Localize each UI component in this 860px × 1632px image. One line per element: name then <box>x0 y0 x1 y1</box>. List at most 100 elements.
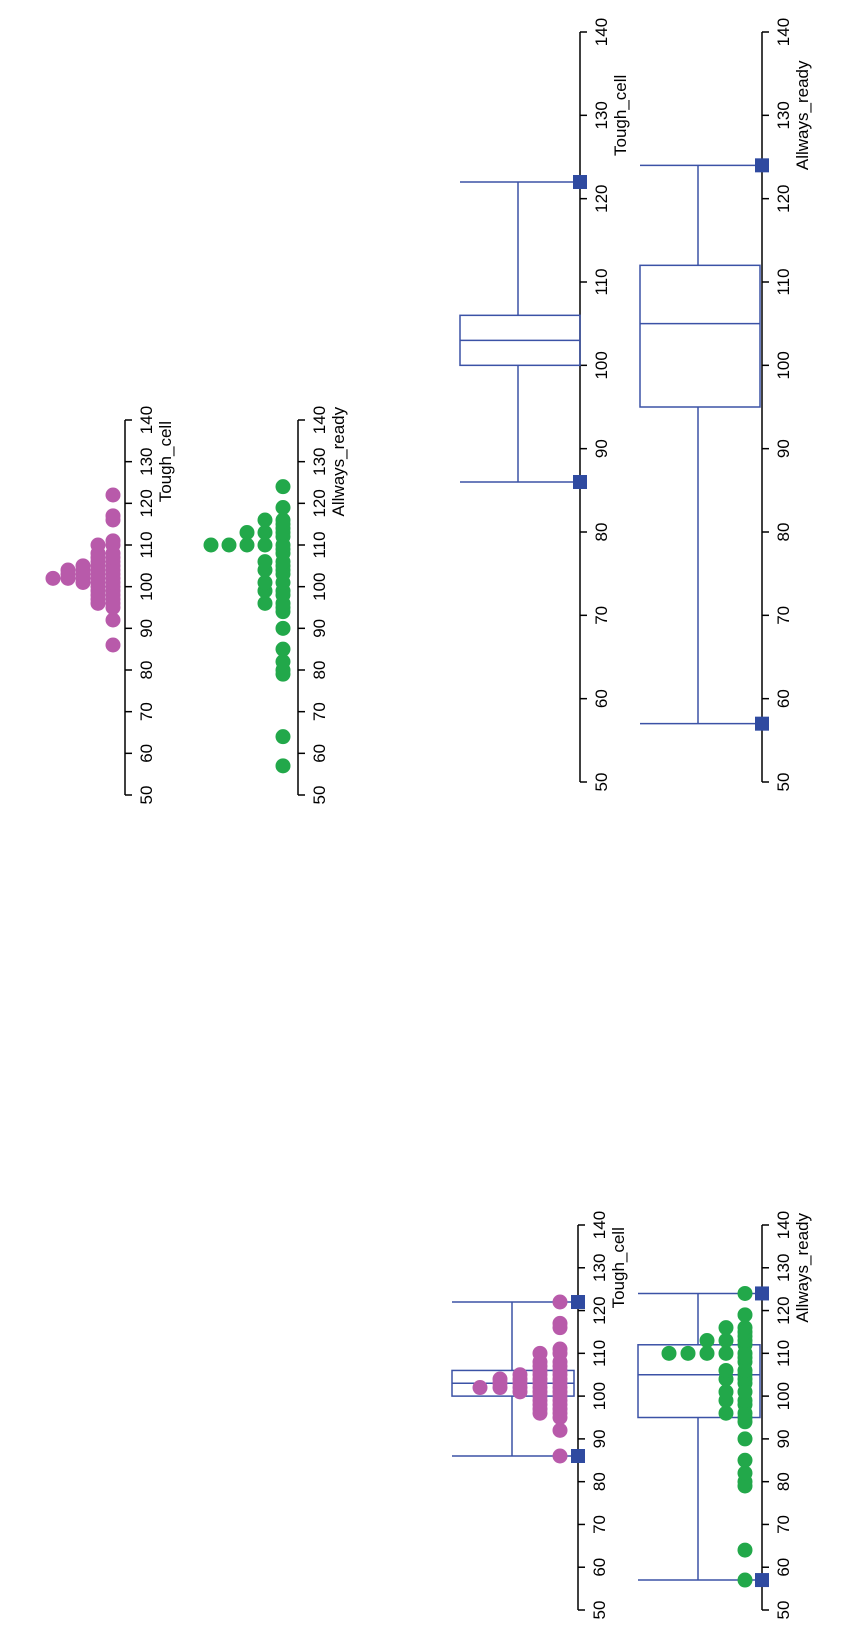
whisker-marker <box>573 475 587 489</box>
data-dot <box>718 1345 734 1361</box>
data-dot <box>239 525 255 540</box>
tick-label: 90 <box>590 1429 609 1448</box>
tick-label: 50 <box>774 773 793 792</box>
data-dot <box>737 1542 753 1558</box>
data-dot <box>718 1405 734 1421</box>
tick-label: 140 <box>774 1211 793 1239</box>
whisker-marker <box>573 175 587 189</box>
tick-label: 110 <box>590 1340 609 1367</box>
tick-label: 80 <box>137 661 156 680</box>
axis-label: Tough_cell <box>609 1227 628 1308</box>
data-dot <box>45 570 61 586</box>
tick-label: 90 <box>774 1429 793 1448</box>
data-dot <box>275 641 291 657</box>
tick-label: 50 <box>137 786 156 805</box>
data-dot <box>737 1465 753 1481</box>
tick-label: 50 <box>310 786 329 805</box>
data-dot <box>239 537 255 553</box>
tick-label: 110 <box>592 268 611 295</box>
tick-label: 130 <box>310 447 329 475</box>
tick-label: 130 <box>592 101 611 129</box>
tick-label: 130 <box>774 1254 793 1282</box>
tick-label: 60 <box>774 689 793 708</box>
tick-label: 80 <box>310 661 329 680</box>
tick-label: 110 <box>774 268 793 295</box>
data-dot <box>737 1431 753 1447</box>
whisker-marker <box>755 1286 769 1301</box>
data-dot <box>221 537 237 553</box>
data-dot <box>718 1333 734 1348</box>
tick-label: 110 <box>310 531 329 558</box>
data-dot <box>257 512 273 528</box>
tick-label: 60 <box>310 744 329 763</box>
data-dot <box>257 595 273 611</box>
tick-label: 100 <box>774 1382 793 1410</box>
data-dot <box>737 1452 753 1468</box>
whisker-marker <box>571 1449 585 1463</box>
chart-panel-2: 50 60 70 80 90 100 110 120 130 140 Allways_ready <box>203 406 348 805</box>
data-dot <box>275 729 291 745</box>
axis-label: Tough_cell <box>611 75 630 156</box>
data-dot <box>105 487 121 503</box>
tick-label: 130 <box>590 1254 609 1282</box>
tick-label: 70 <box>774 606 793 625</box>
whisker-marker <box>755 1573 769 1588</box>
data-dot <box>257 554 273 570</box>
tick-label: 80 <box>592 523 611 542</box>
tick-label: 140 <box>137 406 156 434</box>
data-dot <box>275 512 291 528</box>
data-dot <box>492 1371 508 1387</box>
data-dot <box>257 525 273 540</box>
data-dot <box>680 1345 696 1361</box>
tick-label: 50 <box>774 1601 793 1620</box>
data-dot <box>105 533 121 549</box>
data-dot <box>275 500 291 515</box>
data-dot <box>105 508 121 524</box>
tick-label: 90 <box>592 439 611 458</box>
data-dot <box>552 1341 568 1357</box>
tick-label: 140 <box>774 18 793 46</box>
data-dot <box>737 1320 753 1336</box>
data-dot <box>661 1345 677 1361</box>
tick-label: 120 <box>590 1296 609 1324</box>
data-dot <box>275 758 291 774</box>
tick-label: 140 <box>590 1211 609 1239</box>
tick-label: 80 <box>774 1472 793 1491</box>
tick-label: 100 <box>137 572 156 600</box>
data-dot <box>737 1285 753 1301</box>
data-dot <box>552 1294 568 1310</box>
data-dot <box>512 1367 528 1383</box>
tick-label: 50 <box>590 1601 609 1620</box>
tick-label: 120 <box>137 489 156 517</box>
tick-label: 100 <box>590 1382 609 1410</box>
data-dot <box>699 1345 715 1361</box>
data-dot <box>552 1315 568 1331</box>
data-dot <box>275 620 291 636</box>
tick-label: 120 <box>774 1296 793 1324</box>
tick-label: 90 <box>137 619 156 638</box>
tick-label: 60 <box>592 689 611 708</box>
chart-panel-4: 50 60 70 80 90 100 110 120 130 140 Allways_ready <box>637 1211 812 1620</box>
tick-label: 100 <box>310 572 329 600</box>
data-dot <box>257 537 273 553</box>
data-dot <box>532 1345 548 1361</box>
tick-label: 90 <box>310 619 329 638</box>
data-dot <box>552 1422 568 1438</box>
tick-label: 130 <box>137 447 156 475</box>
whisker-marker <box>571 1295 585 1309</box>
tick-label: 120 <box>774 184 793 212</box>
tick-label: 90 <box>774 439 793 458</box>
tick-label: 110 <box>774 1340 793 1367</box>
tick-label: 70 <box>774 1515 793 1534</box>
tick-label: 80 <box>590 1472 609 1491</box>
data-dot <box>105 612 121 628</box>
tick-label: 100 <box>592 351 611 379</box>
data-dot <box>75 558 91 574</box>
data-dot <box>90 537 106 553</box>
data-dot <box>472 1380 488 1396</box>
data-dot <box>60 562 76 578</box>
data-dot <box>203 537 219 553</box>
data-dot <box>737 1307 753 1323</box>
